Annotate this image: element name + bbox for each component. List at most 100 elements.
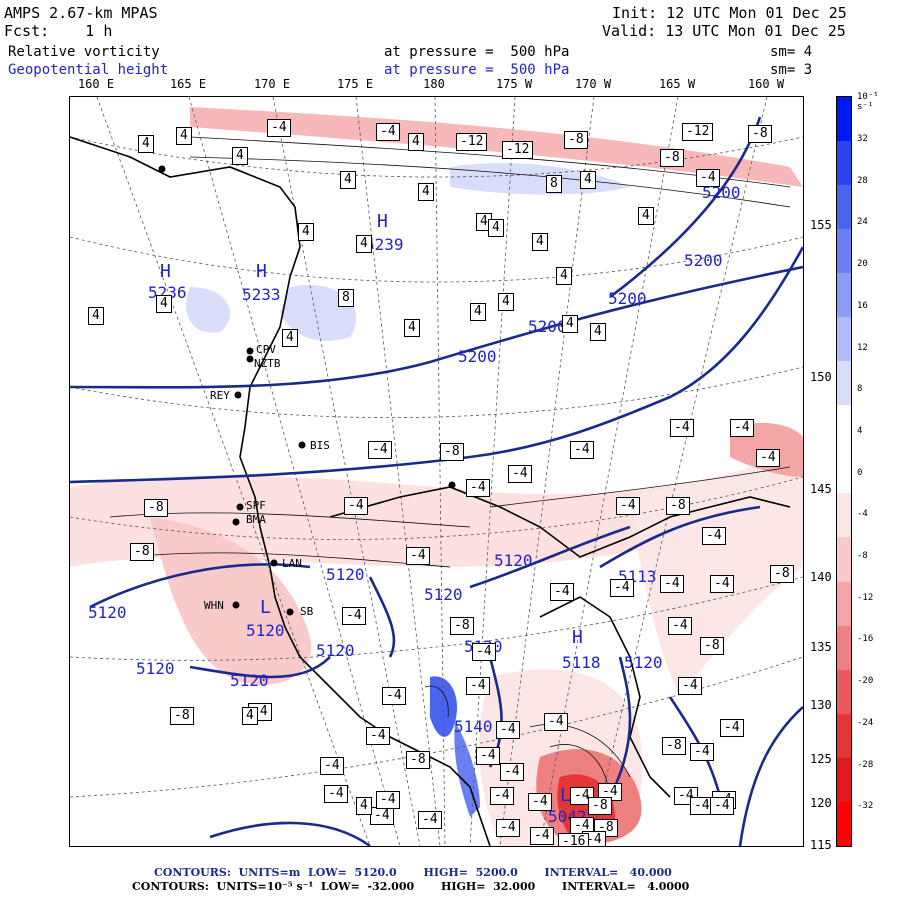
vorticity-label-box: 4 [418, 183, 434, 201]
vorticity-label-box: -8 [748, 125, 772, 143]
vorticity-label-box: -4 [690, 743, 714, 761]
lon-label: 175 W [495, 77, 533, 91]
height-label: 5200 [528, 317, 567, 336]
colorbar-label: 28 [857, 175, 868, 186]
colorbar-label: -32 [857, 801, 874, 812]
colorbar-segment [837, 537, 851, 582]
field2-name: Geopotential height [8, 62, 169, 78]
vorticity-label-box: 4 [282, 329, 298, 347]
height-label: 5120 [136, 659, 175, 678]
height-label: 5120 [424, 585, 463, 604]
height-label: 5120 [246, 621, 285, 640]
station-label: WHN [204, 599, 224, 612]
colorbar-label: -8 [857, 551, 868, 562]
colorbar [836, 96, 852, 847]
colorbar-label: -16 [857, 634, 874, 645]
colorbar-label: -24 [857, 717, 874, 728]
colorbar-label: -28 [857, 759, 874, 770]
vorticity-label-box: -4 [496, 819, 520, 837]
height-contour-info: CONTOURS: UNITS=m LOW= 5120.0 HIGH= 5200… [154, 866, 672, 879]
vorticity-label-box: -8 [170, 707, 194, 725]
map-panel[interactable]: CPV NZTB REY BIS SPF BMA LAN WHN SB H 52… [69, 96, 804, 847]
vorticity-label-box: -4 [544, 713, 568, 731]
lat-label: 125 [810, 752, 832, 766]
height-label: 5200 [608, 289, 647, 308]
vorticity-label-box: -4 [530, 827, 554, 845]
vorticity-label-box: -12 [502, 141, 534, 159]
vorticity-label-box: -8 [144, 499, 168, 517]
vorticity-contour-info: CONTOURS: UNITS=10⁻⁵ s⁻¹ LOW= -32.000 HI… [132, 880, 690, 893]
vorticity-label-box: -4 [670, 419, 694, 437]
vorticity-label-box: -8 [450, 617, 474, 635]
vorticity-label-box: -4 [366, 727, 390, 745]
colorbar-segment [837, 669, 851, 714]
colorbar-segment [837, 185, 851, 230]
vorticity-label-box: 4 [470, 303, 486, 321]
vorticity-label-box: -8 [660, 149, 684, 167]
vorticity-label-box: -4 [418, 811, 442, 829]
vorticity-label-box: -12 [682, 123, 714, 141]
colorbar-label: 0 [857, 467, 863, 478]
lat-label: 150 [810, 370, 832, 384]
vorticity-label-box: -4 [342, 607, 366, 625]
lat-label: 140 [810, 570, 832, 584]
lat-label: 145 [810, 482, 832, 496]
vorticity-label-box: -8 [564, 131, 588, 149]
vorticity-label-box: 4 [404, 319, 420, 337]
colorbar-segment [837, 581, 851, 626]
vorticity-label-box: 4 [638, 207, 654, 225]
vorticity-label-box: -4 [598, 783, 622, 801]
lat-label: 120 [810, 796, 832, 810]
colorbar-label: -20 [857, 676, 874, 687]
high-center-label: H [256, 261, 267, 282]
colorbar-segment [837, 229, 851, 274]
colorbar-label: -12 [857, 592, 874, 603]
vorticity-label-box: -8 [130, 543, 154, 561]
vorticity-label-box: -4 [508, 465, 532, 483]
vorticity-label-box: -8 [770, 565, 794, 583]
station-label: SPF [246, 499, 266, 512]
vorticity-label-box: 4 [590, 323, 606, 341]
high-center-label: H [160, 261, 171, 282]
field1-level: at pressure = 500 hPa [384, 44, 570, 60]
colorbar-segment [837, 713, 851, 758]
vorticity-label-box: -4 [570, 787, 594, 805]
station-label: BMA [246, 513, 266, 526]
vorticity-label-box: -12 [456, 133, 488, 151]
lon-label: 170 W [574, 77, 612, 91]
high-center-label: H [572, 627, 583, 648]
colorbar-segment [837, 273, 851, 318]
vorticity-label-box: 4 [580, 171, 596, 189]
vorticity-label-box: -8 [406, 751, 430, 769]
vorticity-label-box: -4 [466, 677, 490, 695]
vorticity-label-box: 4 [156, 295, 172, 313]
field2-smoothing: sm= 3 [770, 62, 813, 78]
vorticity-label-box: -4 [668, 617, 692, 635]
center-value: 5233 [242, 285, 281, 304]
field1-smoothing: sm= 4 [770, 44, 813, 60]
vorticity-label-box: -4 [267, 119, 291, 137]
low-center-label: L [560, 785, 571, 806]
station-label: NZTB [254, 357, 281, 370]
colorbar-label: -4 [857, 509, 868, 520]
vorticity-label-box: -4 [730, 419, 754, 437]
station-label: SB [300, 605, 314, 618]
lon-label: 165 W [658, 77, 696, 91]
lon-label: 170 E [253, 77, 291, 91]
vorticity-label-box: 4 [498, 293, 514, 311]
vorticity-label-box: -4 [610, 579, 634, 597]
vorticity-label-box: -8 [666, 497, 690, 515]
vorticity-label-box: -4 [406, 547, 430, 565]
colorbar-label: 12 [857, 342, 868, 353]
vorticity-label-box: 4 [176, 127, 192, 145]
vorticity-label-box: 4 [232, 147, 248, 165]
vorticity-label-box: -4 [370, 807, 394, 825]
vorticity-label-box: -4 [570, 441, 594, 459]
colorbar-segment [837, 361, 851, 406]
colorbar-segment [837, 317, 851, 362]
height-label: 5200 [684, 251, 723, 270]
height-label: 5120 [624, 653, 663, 672]
vorticity-label-box: -4 [674, 787, 698, 805]
station-label: LAN [282, 557, 302, 570]
vorticity-label-box: -4 [710, 575, 734, 593]
